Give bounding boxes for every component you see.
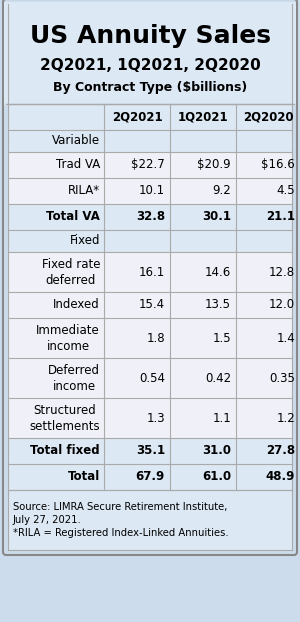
Text: $22.7: $22.7 (131, 159, 165, 172)
Bar (8, 152, 292, 178)
Bar (8, 464, 292, 490)
Text: 4.5: 4.5 (276, 185, 295, 198)
Text: RILA*: RILA* (68, 185, 100, 198)
Bar (8, 490, 292, 550)
Text: 0.54: 0.54 (139, 371, 165, 384)
Text: 1.2: 1.2 (276, 412, 295, 424)
Text: Source: LIMRA Secure Retirement Institute,
July 27, 2021.
*RILA = Registered Ind: Source: LIMRA Secure Retirement Institut… (13, 502, 229, 538)
Text: 67.9: 67.9 (136, 470, 165, 483)
Text: 2Q2020: 2Q2020 (243, 111, 293, 124)
Bar (8, 358, 292, 398)
Bar (8, 252, 292, 292)
Text: 9.2: 9.2 (212, 185, 231, 198)
Text: $16.6: $16.6 (261, 159, 295, 172)
Text: 1.5: 1.5 (212, 332, 231, 345)
FancyBboxPatch shape (3, 0, 297, 555)
Text: 1.1: 1.1 (212, 412, 231, 424)
Bar (8, 130, 292, 152)
Text: 0.35: 0.35 (269, 371, 295, 384)
Text: 15.4: 15.4 (139, 299, 165, 312)
Bar (8, 318, 292, 358)
Text: 31.0: 31.0 (202, 445, 231, 458)
Text: Total fixed: Total fixed (30, 445, 100, 458)
Text: Trad VA: Trad VA (56, 159, 100, 172)
FancyBboxPatch shape (4, 2, 296, 106)
Bar (8, 230, 292, 252)
Text: $20.9: $20.9 (197, 159, 231, 172)
Text: 12.0: 12.0 (269, 299, 295, 312)
Text: Fixed: Fixed (70, 234, 100, 248)
Text: Deferred
income: Deferred income (48, 363, 100, 392)
Bar (8, 398, 292, 438)
Text: 61.0: 61.0 (202, 470, 231, 483)
Text: 0.42: 0.42 (205, 371, 231, 384)
Text: US Annuity Sales: US Annuity Sales (29, 24, 271, 48)
Bar (8, 204, 292, 230)
Text: 14.6: 14.6 (205, 266, 231, 279)
Text: 32.8: 32.8 (136, 210, 165, 223)
Text: 27.8: 27.8 (266, 445, 295, 458)
Bar (8, 104, 292, 130)
Text: 10.1: 10.1 (139, 185, 165, 198)
Bar (8, 438, 292, 464)
Text: 21.1: 21.1 (266, 210, 295, 223)
Text: 2Q2021, 1Q2021, 2Q2020: 2Q2021, 1Q2021, 2Q2020 (40, 58, 260, 73)
Text: 30.1: 30.1 (202, 210, 231, 223)
Text: Immediate
income: Immediate income (36, 323, 100, 353)
Text: 1.4: 1.4 (276, 332, 295, 345)
Text: Variable: Variable (52, 134, 100, 147)
Text: Fixed rate
deferred: Fixed rate deferred (41, 258, 100, 287)
Text: 1.8: 1.8 (146, 332, 165, 345)
Text: 1.3: 1.3 (146, 412, 165, 424)
Text: 2Q2021: 2Q2021 (112, 111, 162, 124)
Text: Indexed: Indexed (53, 299, 100, 312)
Text: By Contract Type ($billions): By Contract Type ($billions) (53, 80, 247, 93)
Bar (8, 292, 292, 318)
Bar (8, 178, 292, 204)
Text: Total: Total (68, 470, 100, 483)
Text: Total VA: Total VA (46, 210, 100, 223)
Text: 12.8: 12.8 (269, 266, 295, 279)
Text: 48.9: 48.9 (266, 470, 295, 483)
Text: Structured
settlements: Structured settlements (29, 404, 100, 432)
Text: 1Q2021: 1Q2021 (178, 111, 228, 124)
Text: 16.1: 16.1 (139, 266, 165, 279)
Text: 35.1: 35.1 (136, 445, 165, 458)
Text: 13.5: 13.5 (205, 299, 231, 312)
